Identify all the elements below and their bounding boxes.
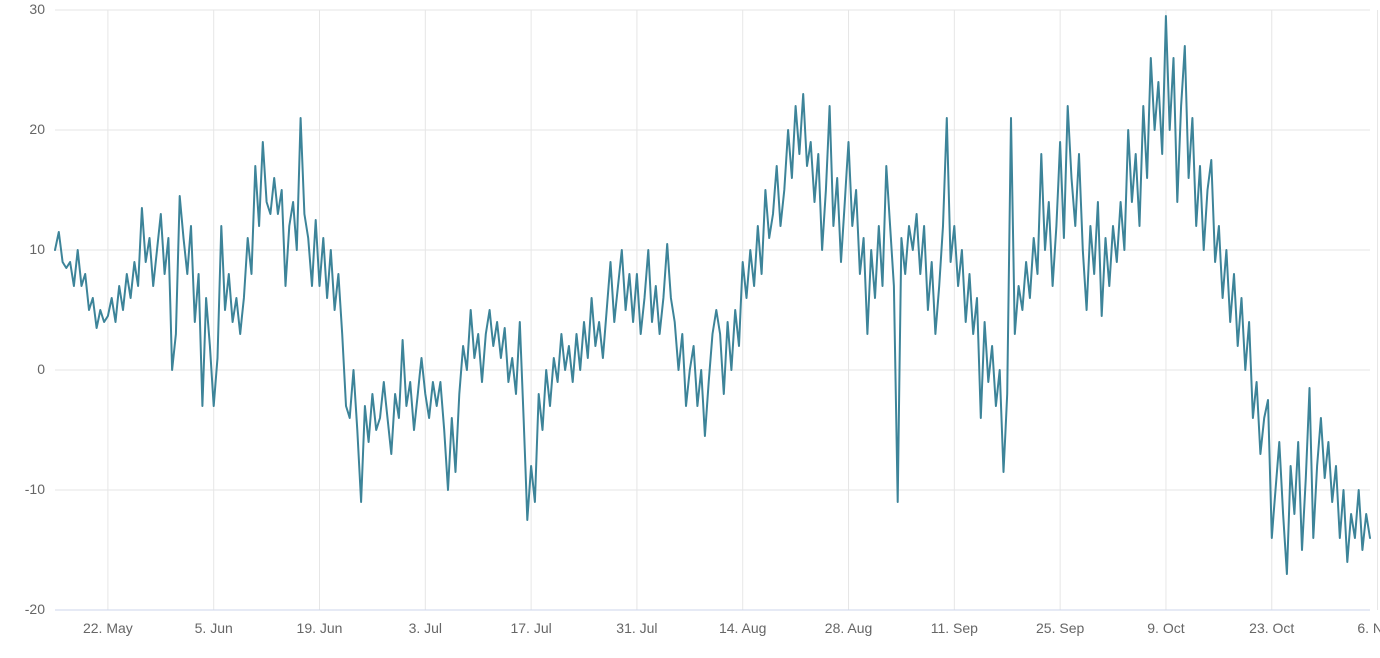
chart-svg	[0, 0, 1380, 653]
y-axis-tick-label: 10	[29, 241, 45, 257]
y-axis-tick-label: -10	[25, 481, 45, 497]
x-axis-tick-label: 3. Jul	[409, 620, 442, 636]
y-axis-tick-label: 30	[29, 1, 45, 17]
x-axis-tick-label: 14. Aug	[719, 620, 767, 636]
x-axis-tick-label: 17. Jul	[510, 620, 551, 636]
x-axis-tick-label: 5. Jun	[195, 620, 233, 636]
x-axis-tick-label: 19. Jun	[297, 620, 343, 636]
x-axis-tick-label: 9. Oct	[1147, 620, 1184, 636]
y-axis-tick-label: -20	[25, 601, 45, 617]
x-axis-tick-label: 11. Sep	[931, 620, 978, 636]
x-axis-tick-label: 6. Nov	[1357, 620, 1380, 636]
y-axis-tick-label: 20	[29, 121, 45, 137]
x-axis-tick-label: 31. Jul	[616, 620, 657, 636]
x-axis-tick-label: 25. Sep	[1036, 620, 1084, 636]
y-axis-tick-label: 0	[37, 361, 45, 377]
x-axis-tick-label: 28. Aug	[825, 620, 873, 636]
time-series-chart[interactable]: -20 -10 0 10 20 30 22. May 5. Jun 19. Jun 3. Jul 1…	[0, 0, 1380, 653]
x-axis-tick-label: 23. Oct	[1249, 620, 1294, 636]
x-axis-tick-label: 22. May	[83, 620, 133, 636]
